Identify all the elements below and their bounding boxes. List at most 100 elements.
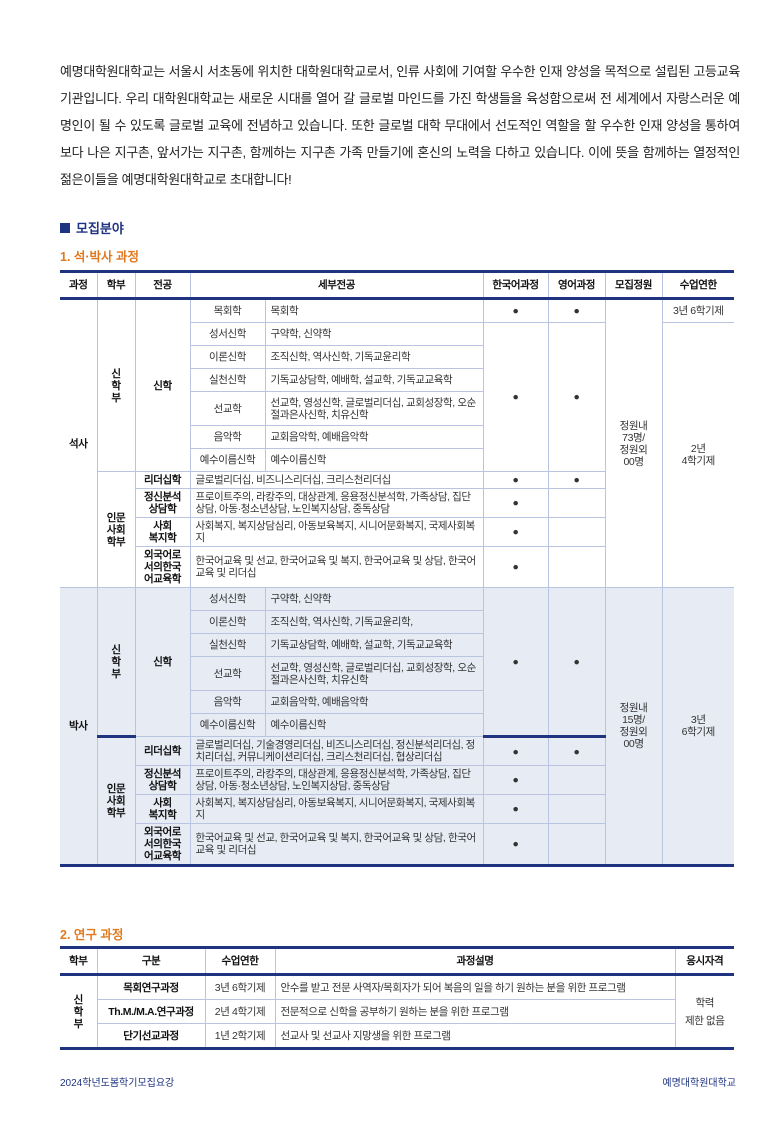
course-cell: 석사 — [60, 298, 98, 588]
table-row: 정신분석 상담학 프로이트주의, 라캉주의, 대상관계, 응용정신분석학, 가족상담… — [60, 765, 734, 795]
header-1: 구분 — [96, 946, 205, 976]
detail-cell: 기독교상담학, 예배학, 설교학, 기독교교육학 — [264, 633, 484, 657]
qualification-cell: 학력 제한 없음 — [674, 974, 734, 1050]
sub-major-cell: 이론신학 — [190, 345, 266, 369]
table-row: 이론신학 조직신학, 역사신학, 기독교윤리학, — [60, 610, 734, 634]
table-row: 인문 사회 학부 리더십학 글로벌리더십, 기술경영리더십, 비즈니스리더십, 정신분석… — [60, 736, 734, 867]
english-course-dot: ● — [547, 587, 606, 738]
dept-cell: 인문 사회 학부 — [97, 471, 136, 588]
korean-course-dot: ● — [482, 546, 549, 588]
english-course-dot — [547, 517, 606, 547]
program-name-cell: 목회연구과정 — [96, 974, 206, 1000]
table-row: 이론신학 조직신학, 역사신학, 기독교윤리학 — [60, 345, 734, 369]
table-row: 선교학 선교학, 영성신학, 글로벌리더십, 교회성장학, 오순절과은사신학, 치… — [60, 391, 734, 426]
english-course-dot — [547, 488, 606, 518]
square-bullet-icon — [60, 223, 70, 233]
table-row: 사회 복지학 사회복지, 복지상담심리, 아동보육복지, 시니어문화복지, 국제사회… — [60, 794, 734, 824]
sub-major-cell: 이론신학 — [190, 610, 266, 634]
english-course-dot — [547, 823, 606, 867]
table-row: 실천신학 기독교상담학, 예배학, 설교학, 기독교교육학 — [60, 368, 734, 392]
sub-major-cell: 목회학 — [189, 298, 266, 323]
degree-programs-table: 과정 학부 전공 세부전공 한국어과정 영어과정 모집정원 수업연한 석사 신 학 부 신학 목회학 목회… — [60, 270, 735, 867]
header-1: 학부 — [96, 270, 135, 300]
header-0: 학부 — [60, 946, 97, 976]
table-row: 외국어로 서의한국 어교육학 한국어교육 및 선교, 한국어교육 및 복지, 한국어교… — [60, 546, 734, 588]
detail-cell: 구약학, 신약학 — [264, 322, 484, 346]
detail-cell: 글로벌리더십, 비즈니스리더십, 크리스천리더십 — [189, 471, 484, 489]
table-row: 실천신학 기독교상담학, 예배학, 설교학, 기독교교육학 — [60, 633, 734, 657]
english-course-dot: ● — [547, 322, 606, 472]
table-row: 선교학 선교학, 영성신학, 글로벌리더십, 교회성장학, 오순절과은사신학, 치… — [60, 656, 734, 691]
section-title-text: 모집분야 — [76, 221, 124, 236]
table2-title: 2. 연구 과정 — [60, 928, 124, 942]
table-row: 인문 사회 학부 리더십학 글로벌리더십, 비즈니스리더십, 크리스천리더십 ● ● — [60, 471, 734, 588]
header-2: 수업연한 — [204, 946, 275, 976]
major-cell: 정신분석 상담학 — [135, 765, 191, 795]
detail-cell: 기독교상담학, 예배학, 설교학, 기독교교육학 — [264, 368, 484, 392]
detail-cell: 구약학, 신약학 — [264, 587, 484, 611]
korean-course-dot: ● — [482, 794, 549, 824]
sub-major-cell: 음악학 — [190, 690, 266, 714]
table-row: 박사 신 학 부 신학 성서신학 구약학, 신약학 ● ● 정원내 15명/정원외 00명 3년 6학기제 — [60, 587, 735, 867]
korean-course-dot: ● — [482, 765, 549, 795]
sub-major-cell: 실천신학 — [190, 368, 266, 392]
header-5: 영어과정 — [547, 270, 606, 300]
header-6: 모집정원 — [604, 270, 663, 300]
korean-course-dot: ● — [482, 322, 549, 472]
intro-paragraph: 예명대학원대학교는 서울시 서초동에 위치한 대학원대학교로서, 인류 사회에 … — [60, 64, 740, 187]
detail-cell: 선교학, 영성신학, 글로벌리더십, 교회성장학, 오순절과은사신학, 치유신학 — [264, 656, 484, 691]
years-cell: 3년 6학기제 — [661, 587, 735, 867]
korean-course-dot: ● — [482, 488, 549, 518]
major-cell: 외국어로 서의한국 어교육학 — [135, 823, 191, 867]
detail-cell: 교회음악학, 예배음악학 — [264, 425, 484, 449]
description-cell: 선교사 및 선교사 지망생을 위한 프로그램 — [274, 1023, 675, 1050]
korean-course-dot: ● — [482, 471, 549, 489]
sub-major-cell: 예수이름신학 — [190, 448, 266, 472]
detail-cell: 사회복지, 복지상담심리, 아동보육복지, 시니어문화복지, 국제사회복지 — [189, 517, 484, 547]
detail-cell: 사회복지, 복지상담심리, 아동보육복지, 시니어문화복지, 국제사회복지 — [189, 794, 484, 824]
table-row: 단기선교과정 1년 2학기제 선교사 및 선교사 지망생을 위한 프로그램 — [60, 1023, 734, 1050]
header-4: 한국어과정 — [482, 270, 549, 300]
english-course-dot — [547, 765, 606, 795]
major-cell: 신학 — [134, 298, 191, 472]
sub-major-cell: 실천신학 — [190, 633, 266, 657]
years-cell: 3년 6학기제 — [661, 298, 735, 323]
major-cell: 외국어로 서의한국 어교육학 — [135, 546, 191, 588]
major-cell: 리더십학 — [134, 736, 191, 766]
sub-major-cell: 성서신학 — [189, 587, 266, 611]
quota-cell: 정원내 73명/정원외 00명 — [604, 298, 663, 588]
dept-cell: 인문 사회 학부 — [97, 736, 136, 867]
sub-major-cell: 성서신학 — [190, 322, 266, 346]
header-3: 과정설명 — [274, 946, 675, 976]
program-name-cell: 단기선교과정 — [97, 1023, 206, 1050]
table-row: 석사 신 학 부 신학 목회학 목회학 ● ● 정원내 73명/정원외 00명 3년 6학기제 — [60, 298, 735, 588]
detail-cell: 목회학 — [264, 298, 484, 323]
years-cell: 2년 4학기제 — [661, 322, 735, 588]
english-course-dot — [547, 546, 606, 588]
header-0: 과정 — [60, 270, 97, 300]
header-7: 수업연한 — [661, 270, 735, 300]
korean-course-dot: ● — [482, 736, 549, 766]
footer-right: 예명대학원대학교 — [662, 1078, 736, 1089]
korean-course-dot: ● — [482, 587, 549, 738]
detail-cell: 선교학, 영성신학, 글로벌리더십, 교회성장학, 오순절과은사신학, 치유신학 — [264, 391, 484, 426]
english-course-dot: ● — [547, 298, 606, 323]
detail-cell: 글로벌리더십, 기술경영리더십, 비즈니스리더십, 정신분석리더십, 정치리더십… — [189, 736, 484, 766]
english-course-dot: ● — [547, 736, 606, 766]
sub-major-cell: 음악학 — [190, 425, 266, 449]
detail-cell: 조직신학, 역사신학, 기독교윤리학 — [264, 345, 484, 369]
table1-title: 1. 석·박사 과정 — [60, 250, 140, 264]
major-cell: 신학 — [134, 587, 191, 737]
detail-cell: 한국어교육 및 선교, 한국어교육 및 복지, 한국어교육 및 상담, 한국어교… — [189, 823, 484, 867]
years-cell: 3년 6학기제 — [204, 974, 276, 1000]
header-2: 전공 — [134, 270, 190, 300]
table-row: 외국어로 서의한국 어교육학 한국어교육 및 선교, 한국어교육 및 복지, 한국어교… — [60, 823, 734, 867]
course-cell: 박사 — [60, 587, 98, 867]
table-row: 음악학 교회음악학, 예배음악학 — [60, 690, 734, 714]
detail-cell: 예수이름신학 — [264, 713, 484, 737]
detail-cell: 프로이트주의, 라캉주의, 대상관계, 응용정신분석학, 가족상담, 집단상담,… — [189, 488, 484, 518]
sub-major-cell: 선교학 — [190, 656, 266, 691]
detail-cell: 한국어교육 및 선교, 한국어교육 및 복지, 한국어교육 및 상담, 한국어교… — [189, 546, 484, 588]
